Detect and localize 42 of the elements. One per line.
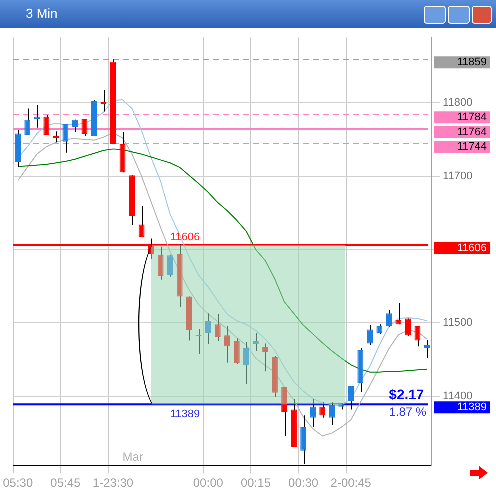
candlestick bbox=[100, 90, 107, 112]
x-tick-label: 2-00:45 bbox=[330, 476, 372, 490]
candlestick bbox=[72, 119, 78, 133]
candlestick bbox=[62, 124, 69, 154]
candlestick bbox=[414, 326, 421, 348]
candlestick bbox=[310, 399, 316, 428]
candlestick bbox=[82, 118, 88, 136]
x-tick-label: 00:15 bbox=[240, 476, 272, 490]
x-tick-label: 00:00 bbox=[193, 476, 224, 490]
x-tick-label: 1-23:30 bbox=[92, 476, 134, 490]
candlestick bbox=[138, 206, 145, 238]
annotation: Mar bbox=[122, 450, 144, 464]
annotation: 11389 bbox=[170, 408, 200, 421]
x-tick-label: 05:30 bbox=[3, 476, 34, 490]
annotation: $2.17 bbox=[389, 386, 424, 403]
candlestick bbox=[262, 343, 268, 372]
x-tick-label: 05:45 bbox=[50, 476, 82, 490]
candlestick bbox=[424, 340, 430, 359]
candlestick bbox=[386, 309, 392, 328]
y-tick-label: 11700 bbox=[443, 170, 473, 182]
candlestick bbox=[24, 108, 31, 136]
candlestick bbox=[320, 402, 326, 418]
y-tick-label: 11800 bbox=[443, 96, 473, 109]
candlestick bbox=[348, 386, 354, 410]
candlestick bbox=[396, 302, 402, 326]
y-tick-label: 11400 bbox=[443, 390, 473, 403]
x-tick-label: 00:30 bbox=[288, 476, 319, 490]
candlestick bbox=[329, 402, 336, 426]
ref-line-label: 11744 bbox=[457, 141, 487, 154]
chart-title: 3 Min bbox=[26, 6, 58, 21]
ref-line-label: 11784 bbox=[457, 112, 487, 124]
annotation: 1.87 % bbox=[389, 404, 427, 419]
ref-line-label: 11859 bbox=[457, 56, 487, 69]
ref-line-label: 11764 bbox=[457, 126, 487, 138]
candlestick bbox=[367, 324, 374, 346]
ref-line-label: 11606 bbox=[457, 242, 487, 254]
candlestick bbox=[376, 324, 383, 335]
y-tick-label: 11500 bbox=[443, 317, 473, 330]
candlestick bbox=[44, 114, 50, 136]
candlestick bbox=[282, 386, 288, 437]
ref-line-label: 11389 bbox=[457, 402, 487, 414]
annotation: 11606 bbox=[170, 231, 200, 244]
